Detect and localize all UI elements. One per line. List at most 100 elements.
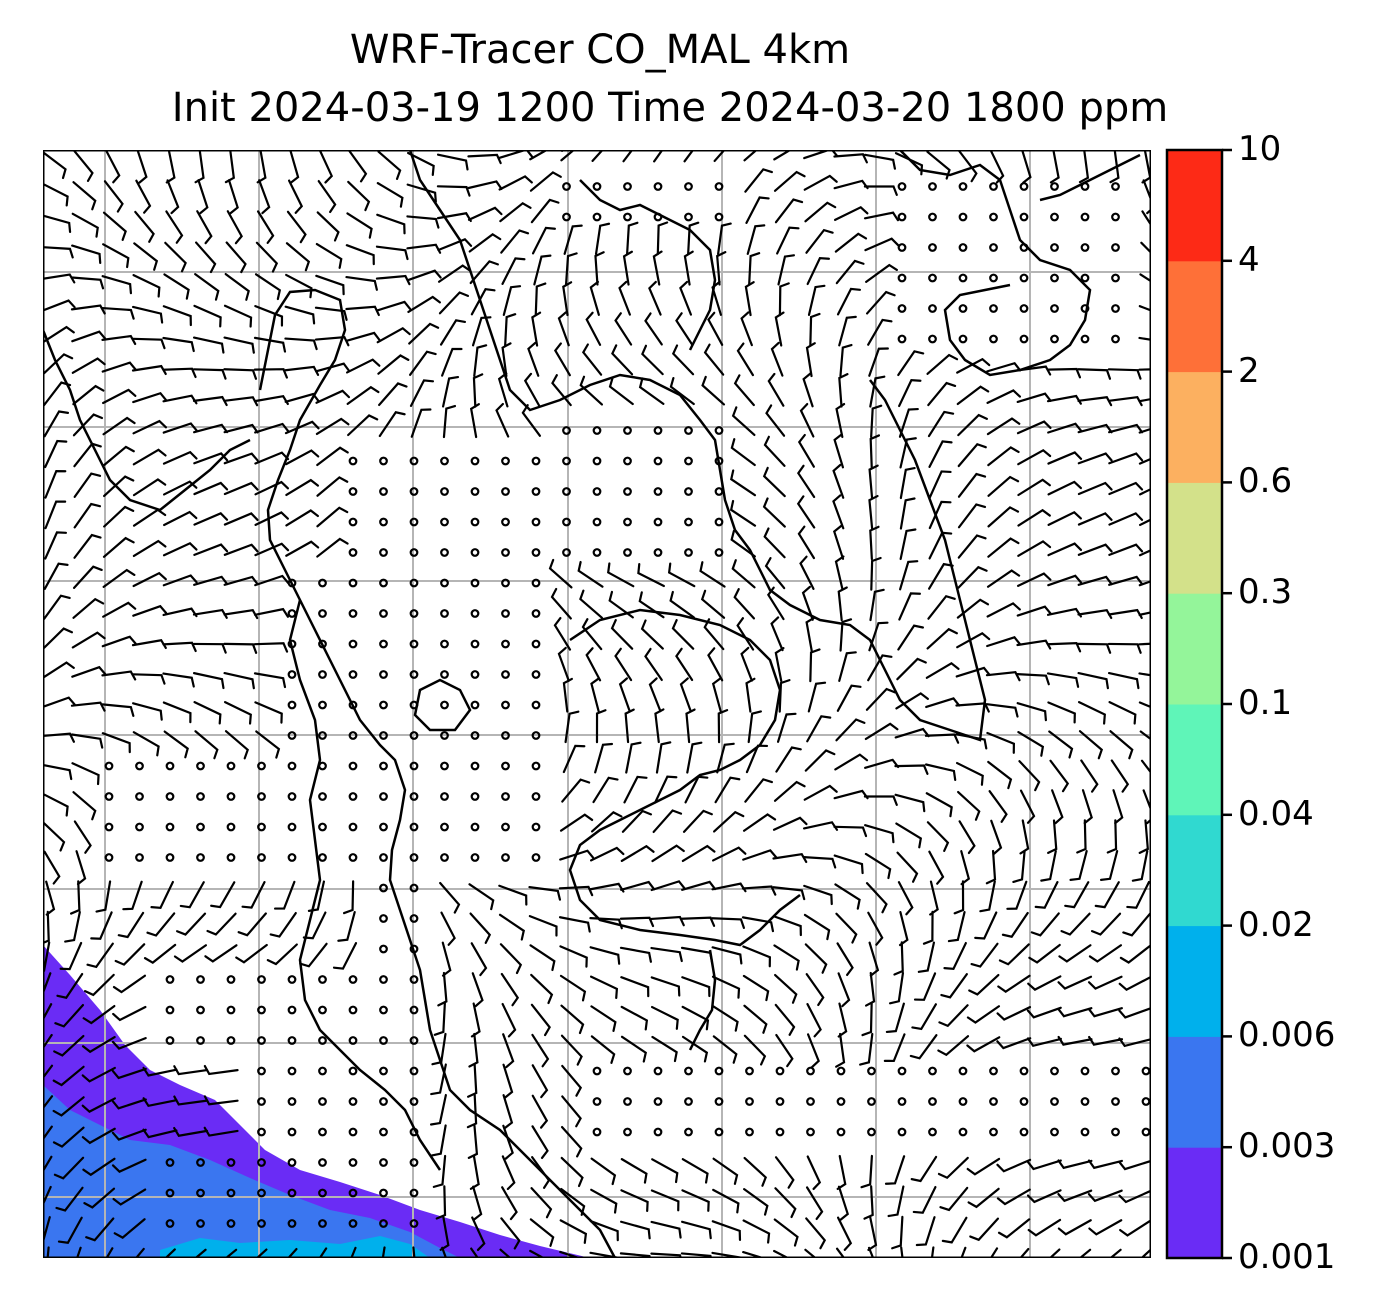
calm-wind-circle bbox=[287, 792, 297, 801]
calm-wind-circle bbox=[653, 548, 663, 557]
wind-barb bbox=[71, 631, 106, 649]
wind-barb bbox=[804, 943, 828, 974]
wind-barb bbox=[560, 150, 576, 162]
wind-barb bbox=[81, 1097, 116, 1113]
calm-wind-circle bbox=[1111, 182, 1120, 191]
calm-wind-circle bbox=[379, 609, 388, 618]
calm-wind-circle bbox=[348, 1097, 358, 1106]
wind-barb bbox=[589, 1220, 619, 1242]
calm-wind-circle bbox=[348, 822, 358, 832]
wind-barb bbox=[1057, 975, 1093, 990]
wind-barb bbox=[43, 821, 66, 852]
calm-wind-circle bbox=[440, 639, 449, 649]
wind-barb bbox=[548, 558, 573, 589]
calm-wind-circle bbox=[714, 1066, 724, 1076]
calm-wind-circle bbox=[104, 792, 114, 801]
wind-barb bbox=[802, 372, 814, 408]
wind-barb bbox=[564, 710, 580, 744]
wind-barb bbox=[71, 244, 102, 264]
calm-wind-circle bbox=[684, 1127, 693, 1137]
calm-wind-circle bbox=[379, 517, 388, 527]
wind-barb bbox=[957, 790, 981, 821]
wind-barb bbox=[527, 341, 540, 377]
calm-wind-circle bbox=[1050, 1097, 1059, 1106]
calm-wind-circle bbox=[409, 670, 419, 679]
wind-barb bbox=[406, 269, 442, 282]
wind-barb bbox=[803, 150, 839, 160]
wind-barb bbox=[1122, 912, 1151, 937]
wind-barb bbox=[502, 1033, 515, 1069]
calm-wind-circle bbox=[562, 548, 571, 557]
wind-barb bbox=[773, 1218, 799, 1247]
wind-barb bbox=[773, 150, 808, 161]
calm-wind-circle bbox=[928, 243, 937, 252]
wind-barb bbox=[1140, 1248, 1151, 1258]
wind-barb bbox=[805, 342, 816, 378]
wind-barb bbox=[73, 820, 92, 854]
wind-barb bbox=[210, 881, 236, 909]
wind-barb bbox=[681, 844, 716, 863]
calm-wind-circle bbox=[989, 182, 998, 191]
wind-barb bbox=[559, 849, 595, 861]
wind-barb bbox=[54, 1003, 85, 1028]
wind-barb bbox=[194, 273, 220, 301]
calm-wind-circle bbox=[379, 548, 388, 557]
wind-barb bbox=[625, 741, 642, 774]
calm-wind-circle bbox=[196, 1158, 205, 1167]
wind-barb bbox=[375, 245, 409, 261]
wind-barb bbox=[803, 913, 831, 941]
calm-wind-circle bbox=[470, 853, 480, 862]
wind-barb bbox=[104, 150, 121, 184]
wind-barb bbox=[102, 568, 136, 588]
wind-barb bbox=[590, 677, 600, 713]
calm-wind-circle bbox=[989, 212, 998, 222]
wind-barb bbox=[343, 880, 355, 915]
calm-wind-circle bbox=[1080, 1066, 1090, 1076]
calm-wind-circle bbox=[379, 883, 388, 893]
wind-barb bbox=[833, 825, 868, 838]
calm-wind-circle bbox=[257, 1066, 266, 1076]
wind-barb bbox=[553, 616, 572, 651]
wind-barb bbox=[834, 753, 869, 771]
calm-wind-circle bbox=[379, 975, 388, 984]
wind-barb bbox=[500, 229, 530, 254]
calm-wind-circle bbox=[379, 1158, 388, 1167]
wind-barb bbox=[1119, 943, 1151, 964]
wind-barb bbox=[682, 809, 713, 833]
wind-barb bbox=[744, 778, 773, 803]
calm-wind-circle bbox=[1019, 304, 1029, 313]
wind-barb bbox=[112, 974, 147, 994]
calm-wind-circle bbox=[379, 853, 388, 862]
wind-barb bbox=[651, 1035, 678, 1063]
calm-wind-circle bbox=[928, 273, 937, 283]
wind-barb bbox=[1077, 452, 1113, 465]
wind-barb bbox=[835, 912, 858, 944]
wind-barb bbox=[43, 763, 73, 781]
wind-barb bbox=[1108, 481, 1144, 496]
calm-wind-circle bbox=[531, 853, 541, 862]
wind-barb bbox=[316, 537, 349, 558]
wind-barb bbox=[656, 221, 669, 256]
wind-barb bbox=[1140, 241, 1151, 255]
wind-barb bbox=[43, 1064, 54, 1080]
wind-barb bbox=[867, 318, 893, 346]
wind-barb bbox=[1027, 975, 1062, 991]
wind-barb bbox=[133, 242, 159, 271]
calm-wind-circle bbox=[409, 548, 419, 557]
wind-barb bbox=[969, 1217, 1000, 1242]
wind-barb bbox=[564, 252, 578, 286]
wind-barb bbox=[1047, 819, 1058, 854]
wind-barb bbox=[797, 433, 815, 468]
wind-barb bbox=[986, 602, 1021, 618]
calm-wind-circle bbox=[1080, 273, 1090, 283]
wind-barb bbox=[561, 1064, 583, 1097]
calm-wind-circle bbox=[287, 1188, 297, 1198]
wind-barb bbox=[608, 376, 634, 406]
wind-barb bbox=[925, 697, 961, 709]
wind-barb bbox=[958, 820, 976, 855]
wind-barb bbox=[223, 423, 259, 434]
calm-wind-circle bbox=[531, 670, 541, 679]
wind-barb bbox=[667, 562, 696, 588]
wind-barb bbox=[1019, 1247, 1030, 1258]
wind-barb bbox=[146, 912, 176, 937]
